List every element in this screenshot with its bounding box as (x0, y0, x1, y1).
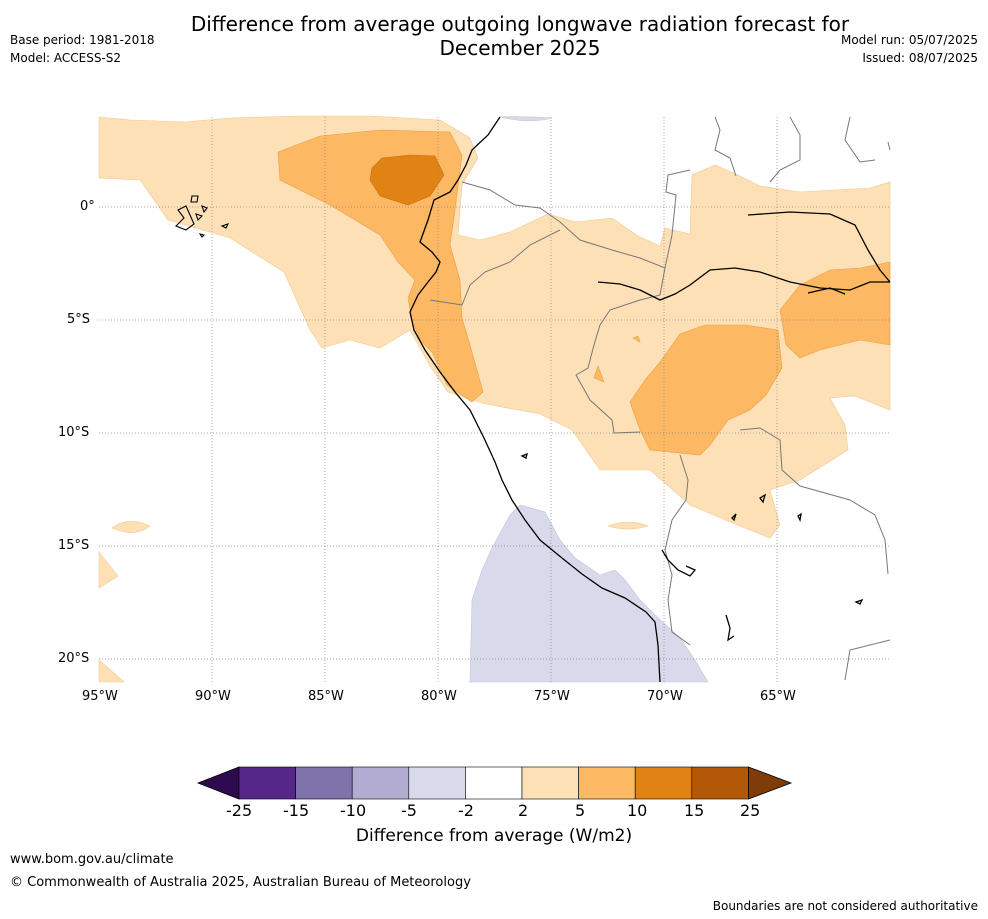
colorbar-swatch-5 (465, 766, 523, 800)
cb-tick-neg25: -25 (226, 801, 253, 820)
title-line-1: Difference from average outgoing longwav… (190, 12, 850, 36)
cb-tick-15: 15 (684, 801, 705, 820)
cb-tick-10: 10 (627, 801, 648, 820)
colorbar-swatch-8 (634, 766, 693, 800)
rivers (597, 211, 891, 301)
base-period: Base period: 1981-2018 (10, 33, 155, 47)
colorbar-swatches (196, 766, 793, 800)
lat-label-0: 0° (80, 199, 95, 214)
lat-label-10s: 10°S (58, 425, 90, 440)
lon-label-85w: 85°W (308, 689, 344, 704)
anomaly-fill-neg-2-5 (469, 116, 709, 683)
colorbar-swatch-9 (691, 766, 749, 800)
map-panel (98, 115, 891, 683)
cb-tick-neg2: -2 (458, 801, 474, 820)
issued-date: Issued: 08/07/2025 (862, 51, 978, 65)
cb-tick-neg10: -10 (340, 801, 367, 820)
colorbar-label: Difference from average (W/m2) (355, 826, 633, 846)
anomaly-fill-15-25 (369, 154, 445, 206)
colorbar-arrow-high (748, 766, 793, 800)
colorbar-swatch-7 (578, 766, 636, 800)
colorbar-swatch-1 (238, 766, 296, 800)
lon-label-95w: 95°W (82, 689, 118, 704)
cb-tick-neg15: -15 (283, 801, 310, 820)
lat-label-15s: 15°S (58, 538, 90, 553)
cb-tick-25: 25 (740, 801, 761, 820)
footer-copyright: © Commonwealth of Australia 2025, Austra… (10, 875, 471, 890)
lat-label-5s: 5°S (67, 312, 91, 327)
chart-title: Difference from average outgoing longwav… (0, 12, 988, 60)
lon-label-90w: 90°W (195, 689, 231, 704)
meta-right: Model run: 05/07/2025 Issued: 08/07/2025 (841, 31, 978, 67)
lon-label-75w: 75°W (534, 689, 570, 704)
country-borders (429, 116, 891, 681)
footer-disclaimer: Boundaries are not considered authoritat… (712, 899, 978, 913)
graticule (99, 117, 890, 682)
meta-left: Base period: 1981-2018 Model: ACCESS-S2 (10, 31, 155, 67)
lon-label-65w: 65°W (760, 689, 796, 704)
footer-url[interactable]: www.bom.gov.au/climate (10, 852, 174, 867)
model-name: Model: ACCESS-S2 (10, 51, 122, 65)
colorbar-swatch-2 (295, 766, 353, 800)
cb-tick-2: 2 (518, 801, 529, 820)
colorbar-swatch-6 (521, 766, 579, 800)
model-run: Model run: 05/07/2025 (840, 33, 978, 47)
colorbar-swatch-4 (408, 766, 466, 800)
coastline (409, 116, 864, 683)
lon-label-70w: 70°W (647, 689, 683, 704)
cb-tick-neg5: -5 (401, 801, 417, 820)
anomaly-fill-10-15 (277, 129, 891, 456)
colorbar-arrow-low (196, 766, 240, 800)
cb-tick-5: 5 (575, 801, 586, 820)
title-line-2: December 2025 (439, 36, 601, 60)
lon-label-80w: 80°W (421, 689, 457, 704)
lat-label-20s: 20°S (58, 651, 90, 666)
colorbar-swatch-3 (351, 766, 410, 800)
galapagos-islands (175, 195, 230, 238)
